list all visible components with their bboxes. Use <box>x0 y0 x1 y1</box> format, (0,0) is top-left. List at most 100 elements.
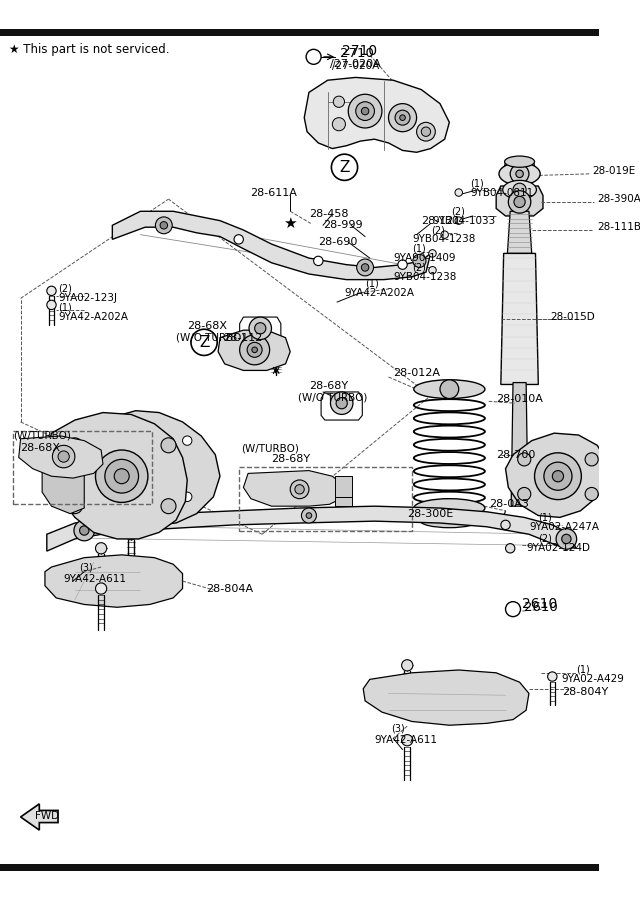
Text: (3): (3) <box>391 724 405 734</box>
Circle shape <box>552 471 564 482</box>
Polygon shape <box>89 410 220 525</box>
Circle shape <box>156 217 172 234</box>
Circle shape <box>356 102 374 121</box>
Circle shape <box>74 520 95 541</box>
Circle shape <box>413 255 426 267</box>
Bar <box>13 431 152 504</box>
Polygon shape <box>47 506 576 551</box>
Circle shape <box>558 474 565 482</box>
Bar <box>335 497 352 506</box>
Circle shape <box>301 508 316 523</box>
Text: 9YA02-A429: 9YA02-A429 <box>562 674 625 684</box>
Text: (3): (3) <box>79 562 93 572</box>
Circle shape <box>362 264 369 271</box>
Ellipse shape <box>502 180 536 199</box>
Text: (2): (2) <box>538 534 552 544</box>
Circle shape <box>306 513 312 518</box>
Text: 28-804A: 28-804A <box>206 583 253 594</box>
Circle shape <box>429 266 436 274</box>
Text: 9YA02-124D: 9YA02-124D <box>526 544 590 554</box>
Circle shape <box>556 528 577 549</box>
Circle shape <box>332 118 346 130</box>
Circle shape <box>125 528 137 540</box>
Text: (1): (1) <box>538 512 552 522</box>
Circle shape <box>402 734 413 746</box>
Polygon shape <box>218 330 290 371</box>
Ellipse shape <box>499 163 540 185</box>
Circle shape <box>441 231 449 239</box>
Circle shape <box>52 446 75 468</box>
Circle shape <box>501 520 510 529</box>
Ellipse shape <box>504 156 534 167</box>
Circle shape <box>330 392 353 414</box>
Circle shape <box>455 217 463 224</box>
Circle shape <box>336 398 348 409</box>
Text: (W/O TURBO): (W/O TURBO) <box>176 333 245 343</box>
Circle shape <box>545 461 579 495</box>
Text: 28-015D: 28-015D <box>550 312 595 322</box>
Text: Z: Z <box>339 160 349 175</box>
Circle shape <box>247 342 262 357</box>
Circle shape <box>534 453 581 500</box>
Text: 2610: 2610 <box>524 601 558 614</box>
Circle shape <box>516 170 524 177</box>
Circle shape <box>47 286 56 295</box>
Circle shape <box>161 437 176 453</box>
Circle shape <box>95 583 107 594</box>
Text: 28-112: 28-112 <box>223 333 262 343</box>
Text: (W/TURBO): (W/TURBO) <box>13 431 71 441</box>
Circle shape <box>429 249 436 257</box>
Circle shape <box>182 436 192 446</box>
Circle shape <box>67 499 83 514</box>
Circle shape <box>295 484 304 494</box>
Text: 9YB04-1238: 9YB04-1238 <box>393 272 456 282</box>
Circle shape <box>548 672 557 681</box>
Circle shape <box>552 469 571 488</box>
Circle shape <box>398 260 407 269</box>
Text: 28-010A: 28-010A <box>496 393 543 403</box>
Polygon shape <box>501 254 538 384</box>
Text: 2610: 2610 <box>522 598 557 611</box>
Polygon shape <box>243 471 346 506</box>
Circle shape <box>79 526 89 536</box>
Text: /27-020A: /27-020A <box>332 61 380 71</box>
Text: 9YA02-A247A: 9YA02-A247A <box>529 522 599 532</box>
Circle shape <box>400 115 405 121</box>
Circle shape <box>421 127 431 137</box>
Circle shape <box>132 448 173 490</box>
Circle shape <box>395 110 410 125</box>
Circle shape <box>508 191 531 213</box>
Text: (2): (2) <box>431 225 445 235</box>
Circle shape <box>95 450 148 502</box>
Circle shape <box>455 189 463 196</box>
Polygon shape <box>47 412 188 539</box>
Polygon shape <box>504 162 536 171</box>
Text: 28-019E: 28-019E <box>593 166 636 176</box>
Text: 9YA02-123J: 9YA02-123J <box>58 293 117 303</box>
Polygon shape <box>304 77 449 152</box>
Circle shape <box>239 335 269 365</box>
Polygon shape <box>42 441 84 514</box>
Polygon shape <box>496 186 543 216</box>
Circle shape <box>314 256 323 266</box>
Text: (1): (1) <box>412 244 426 254</box>
Text: 9YB04-1033: 9YB04-1033 <box>433 216 496 226</box>
Circle shape <box>105 459 138 493</box>
Polygon shape <box>20 804 58 830</box>
Text: (1): (1) <box>576 665 589 675</box>
Text: (1): (1) <box>58 302 72 312</box>
Circle shape <box>518 453 531 466</box>
Circle shape <box>67 437 83 453</box>
Polygon shape <box>520 443 599 514</box>
Circle shape <box>234 235 243 244</box>
Circle shape <box>562 535 571 544</box>
Circle shape <box>440 380 459 399</box>
Text: FWD: FWD <box>35 811 59 821</box>
Circle shape <box>510 165 529 184</box>
Polygon shape <box>506 433 607 518</box>
Text: 9YB04-0811: 9YB04-0811 <box>470 187 533 198</box>
Circle shape <box>141 457 164 480</box>
Text: 28-458: 28-458 <box>309 209 348 219</box>
Text: (2): (2) <box>58 284 72 294</box>
Text: ★ This part is not serviced.: ★ This part is not serviced. <box>10 43 170 56</box>
